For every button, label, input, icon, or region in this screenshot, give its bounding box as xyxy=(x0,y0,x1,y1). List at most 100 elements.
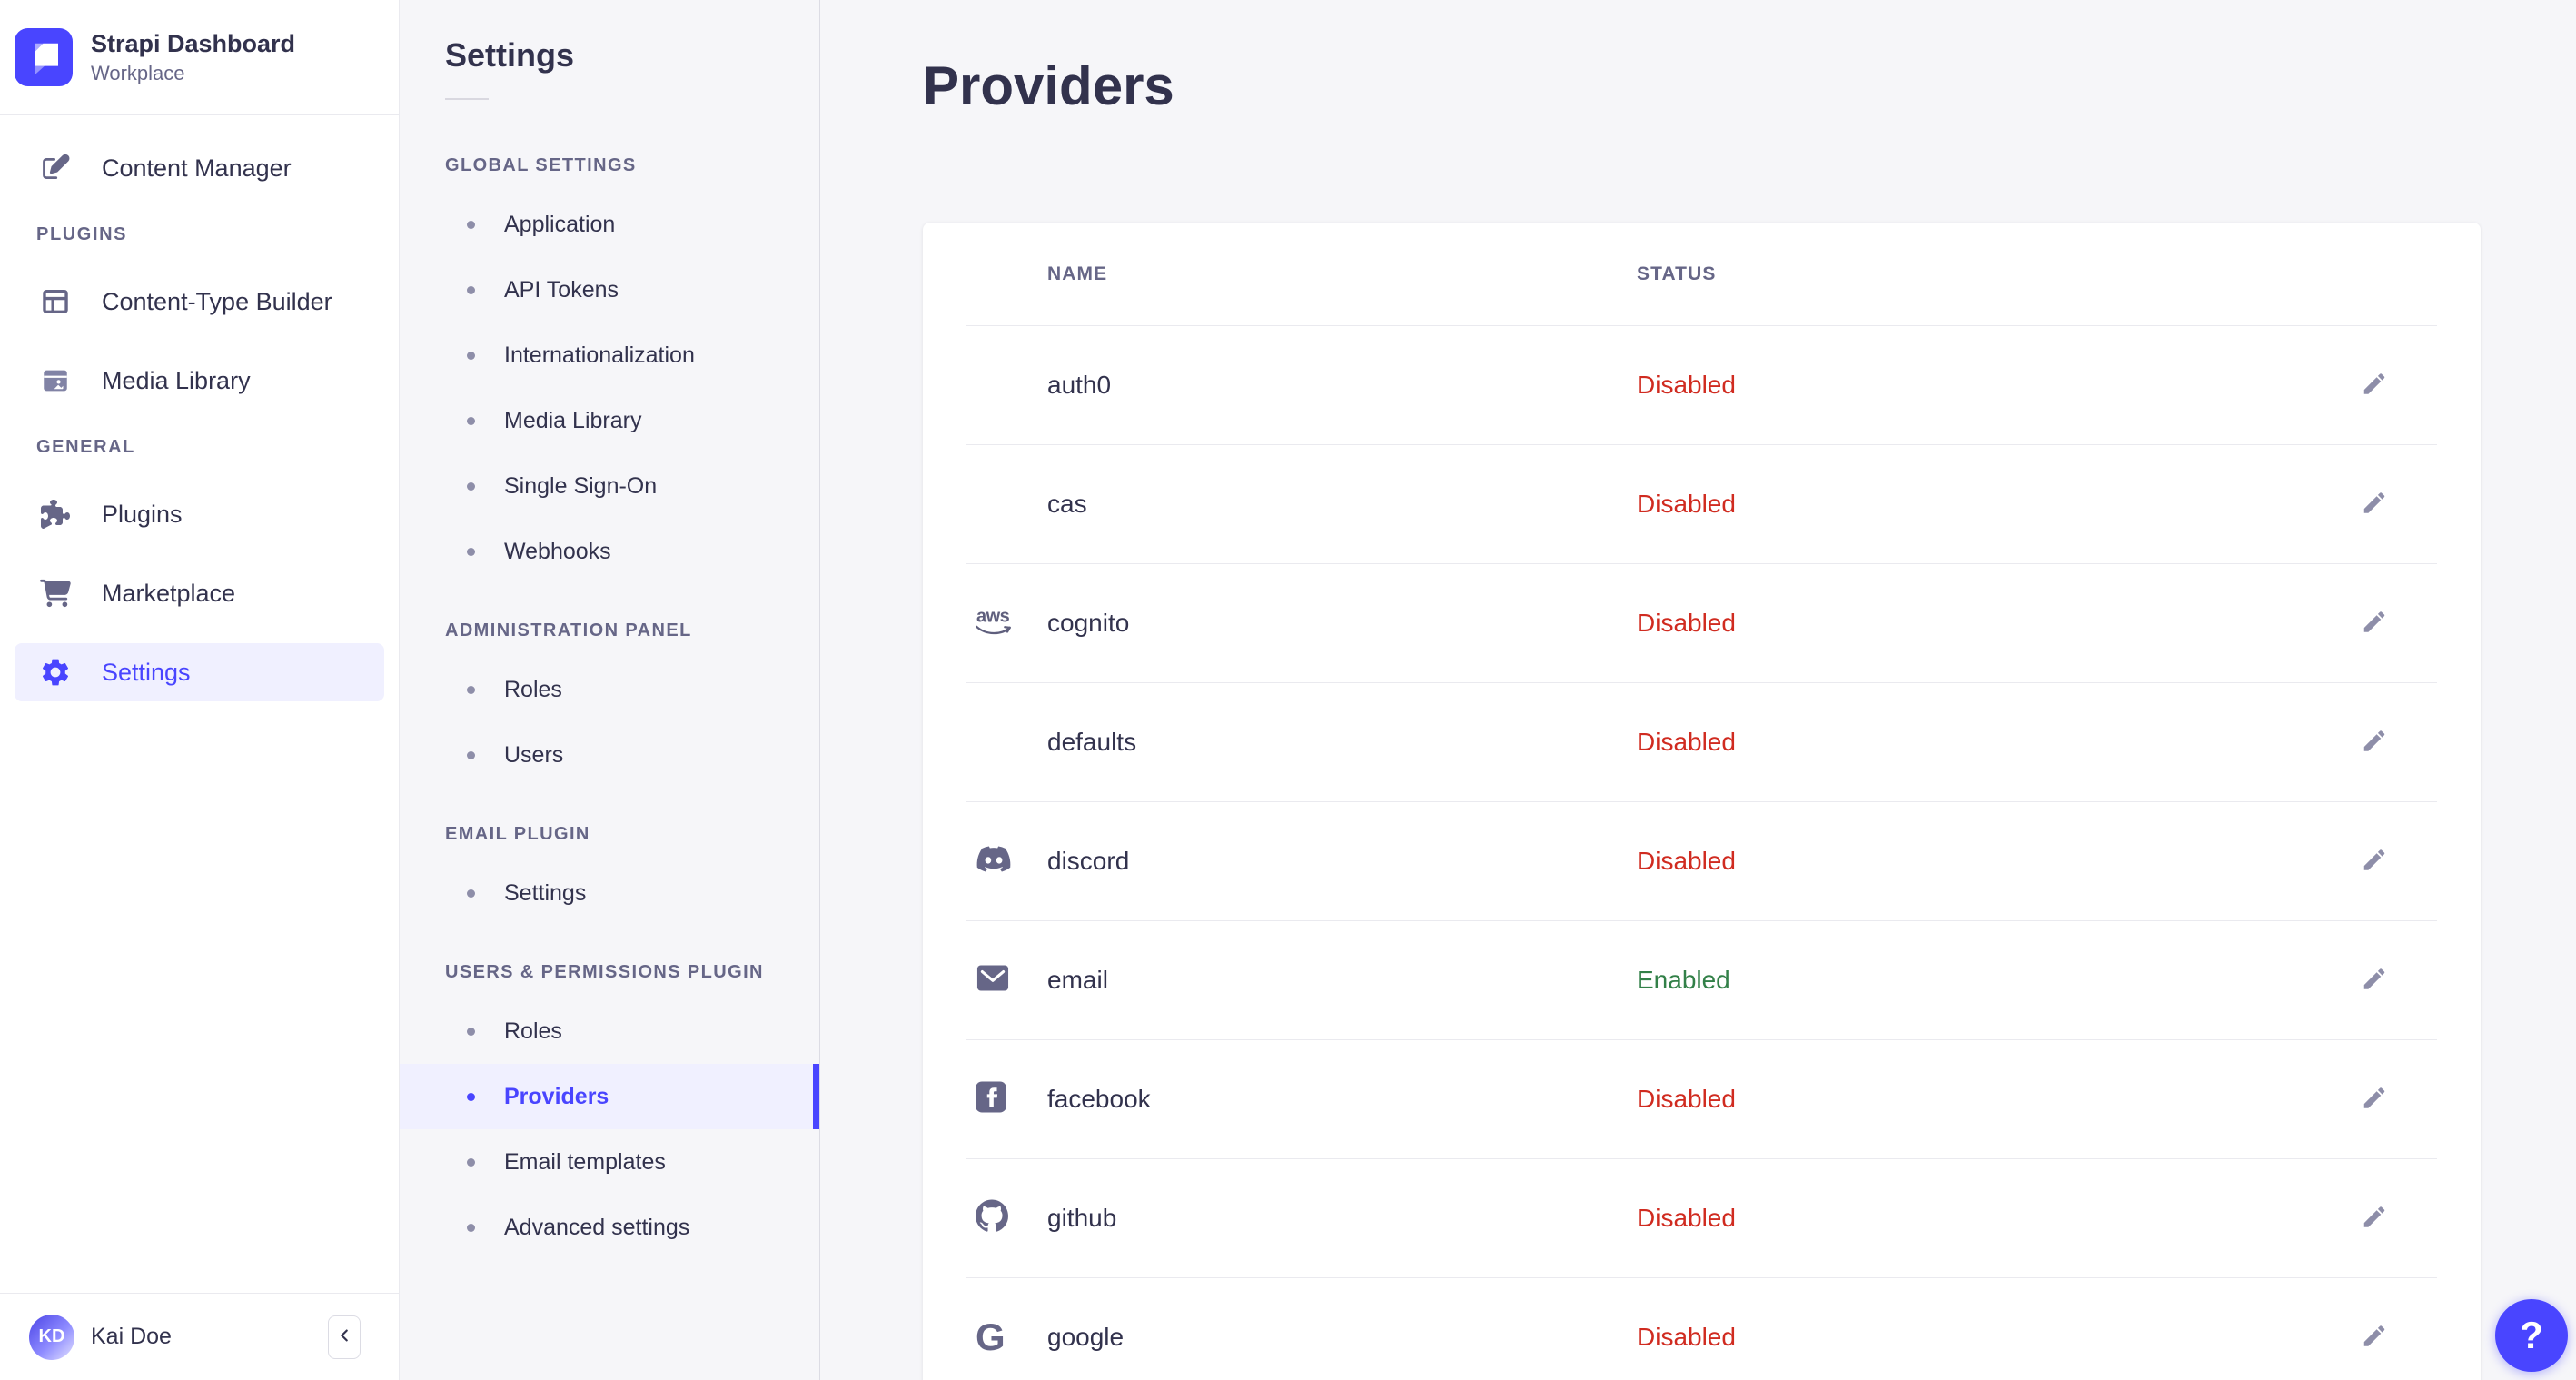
puzzle-icon xyxy=(36,500,74,529)
bullet-dot-icon xyxy=(467,416,475,425)
subnav-item-email-templates[interactable]: Email templates xyxy=(400,1129,819,1195)
status-badge: Disabled xyxy=(1637,371,1736,399)
provider-row-facebook[interactable]: facebook Disabled xyxy=(923,1040,2481,1158)
gear-icon xyxy=(36,656,74,689)
subnav-item-application[interactable]: Application xyxy=(400,192,819,257)
brand-text: Strapi Dashboard Workplace xyxy=(91,30,295,85)
strapi-logo-icon xyxy=(15,28,73,86)
provider-row-defaults[interactable]: defaults Disabled xyxy=(923,683,2481,801)
media-library-icon xyxy=(36,365,74,396)
edit-provider-button[interactable] xyxy=(2357,1200,2392,1237)
help-button[interactable]: ? xyxy=(2495,1299,2568,1372)
status-badge: Disabled xyxy=(1637,728,1736,756)
subnav-section-label: GLOBAL SETTINGS xyxy=(445,155,637,175)
status-badge: Disabled xyxy=(1637,609,1736,637)
sidebar-item-content-type-builder[interactable]: Content-Type Builder xyxy=(15,273,384,331)
subnav-item-providers[interactable]: Providers xyxy=(400,1064,819,1129)
subnav-item-api-tokens[interactable]: API Tokens xyxy=(400,257,819,323)
edit-provider-button[interactable] xyxy=(2357,486,2392,523)
bullet-dot-icon xyxy=(467,1157,475,1167)
chevron-left-icon xyxy=(332,1324,356,1350)
provider-row-cas[interactable]: cas Disabled xyxy=(923,445,2481,563)
sidebar-item-media-library[interactable]: Media Library xyxy=(15,352,384,410)
provider-row-cognito[interactable]: aws cognito Disabled xyxy=(923,564,2481,682)
pencil-icon xyxy=(2361,968,2388,996)
subnav-title: Settings xyxy=(445,36,575,74)
pencil-icon xyxy=(2361,1325,2388,1353)
row-divider xyxy=(966,325,2437,326)
provider-row-discord[interactable]: discord Disabled xyxy=(923,802,2481,920)
subnav-section-users-permissions-plugin: USERS & PERMISSIONS PLUGIN Roles Provide… xyxy=(400,961,819,1260)
provider-row-email[interactable]: email Enabled xyxy=(923,921,2481,1039)
edit-provider-button[interactable] xyxy=(2357,724,2392,761)
pencil-icon xyxy=(2361,730,2388,758)
subnav-item-admin-roles[interactable]: Roles xyxy=(400,657,819,722)
bullet-dot-icon xyxy=(467,1092,475,1101)
provider-name: github xyxy=(1047,1204,1117,1232)
subnav-item-single-sign-on[interactable]: Single Sign-On xyxy=(400,453,819,519)
row-divider xyxy=(966,920,2437,921)
content-manager-icon xyxy=(36,153,74,184)
user-menu[interactable]: KD Kai Doe xyxy=(0,1293,399,1380)
subnav-item-up-roles[interactable]: Roles xyxy=(400,998,819,1064)
subnav-item-label: Media Library xyxy=(504,407,642,433)
edit-provider-button[interactable] xyxy=(2357,962,2392,999)
subnav-item-admin-users[interactable]: Users xyxy=(400,722,819,788)
sidebar-item-content-manager[interactable]: Content Manager xyxy=(15,139,384,197)
edit-provider-button[interactable] xyxy=(2357,843,2392,880)
email-icon xyxy=(976,964,1010,997)
bullet-dot-icon xyxy=(467,1223,475,1232)
subnav-item-internationalization[interactable]: Internationalization xyxy=(400,323,819,388)
provider-row-google[interactable]: G google Disabled xyxy=(923,1278,2481,1380)
column-header-status: STATUS xyxy=(1637,263,1717,284)
provider-row-github[interactable]: github Disabled xyxy=(923,1159,2481,1277)
app-title: Strapi Dashboard xyxy=(91,29,296,57)
subnav-item-label: Application xyxy=(504,211,616,237)
avatar[interactable]: KD xyxy=(29,1314,74,1360)
nav-section-plugins: PLUGINS xyxy=(36,224,128,244)
cart-icon xyxy=(36,578,74,609)
status-badge: Disabled xyxy=(1637,490,1736,518)
edit-provider-button[interactable] xyxy=(2357,1319,2392,1356)
provider-name: defaults xyxy=(1047,728,1137,756)
row-divider xyxy=(966,682,2437,683)
bullet-dot-icon xyxy=(467,351,475,360)
subnav-section-global-settings: GLOBAL SETTINGS Application API Tokens I… xyxy=(400,154,819,584)
main-nav: Content Manager PLUGINS Content-Type Bui… xyxy=(0,115,399,1293)
google-icon: G xyxy=(976,1315,1006,1358)
pencil-icon xyxy=(2361,611,2388,639)
subnav-item-email-settings[interactable]: Settings xyxy=(400,860,819,926)
subnav-item-label: Advanced settings xyxy=(504,1214,690,1240)
user-name: Kai Doe xyxy=(91,1324,172,1349)
status-badge: Disabled xyxy=(1637,1204,1736,1232)
sidebar-item-settings[interactable]: Settings xyxy=(15,643,384,701)
edit-provider-button[interactable] xyxy=(2357,605,2392,642)
provider-row-auth0[interactable]: auth0 Disabled xyxy=(923,326,2481,444)
edit-provider-button[interactable] xyxy=(2357,1081,2392,1118)
subnav-section-label: USERS & PERMISSIONS PLUGIN xyxy=(445,962,764,982)
provider-name: email xyxy=(1047,966,1108,994)
sidebar-item-label: Content Manager xyxy=(102,154,292,182)
sidebar-item-marketplace[interactable]: Marketplace xyxy=(15,564,384,622)
sidebar-item-plugins[interactable]: Plugins xyxy=(15,485,384,543)
bullet-dot-icon xyxy=(467,547,475,556)
subnav-item-media-library[interactable]: Media Library xyxy=(400,388,819,453)
table-header: NAME STATUS xyxy=(923,223,2481,325)
collapse-sidebar-button[interactable] xyxy=(328,1315,361,1359)
subnav-item-advanced-settings[interactable]: Advanced settings xyxy=(400,1195,819,1260)
pencil-icon xyxy=(2361,1206,2388,1234)
question-mark-icon: ? xyxy=(2520,1314,2543,1356)
bullet-dot-icon xyxy=(467,482,475,491)
brand-header: Strapi Dashboard Workplace xyxy=(0,0,399,115)
column-header-name: NAME xyxy=(1047,263,1108,284)
bullet-dot-icon xyxy=(467,1027,475,1036)
row-divider xyxy=(966,801,2437,802)
subnav-item-label: Settings xyxy=(504,879,587,906)
pencil-icon xyxy=(2361,849,2388,877)
subnav-item-label: Providers xyxy=(504,1083,609,1109)
bullet-dot-icon xyxy=(467,750,475,759)
subnav-item-webhooks[interactable]: Webhooks xyxy=(400,519,819,584)
edit-provider-button[interactable] xyxy=(2357,367,2392,404)
sidebar-item-label: Marketplace xyxy=(102,579,236,607)
